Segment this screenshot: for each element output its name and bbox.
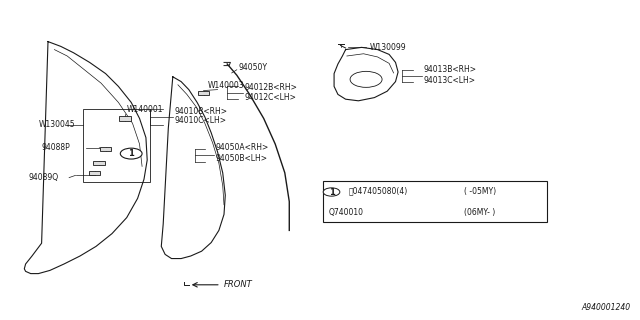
Circle shape bbox=[120, 148, 142, 159]
Circle shape bbox=[323, 188, 340, 196]
Bar bbox=[198, 91, 209, 95]
Text: Q740010: Q740010 bbox=[328, 207, 364, 217]
Text: 94013C<LH>: 94013C<LH> bbox=[424, 76, 476, 85]
Text: 94010C<LH>: 94010C<LH> bbox=[174, 116, 226, 125]
Text: 94050B<LH>: 94050B<LH> bbox=[216, 154, 268, 163]
Text: 94012C<LH>: 94012C<LH> bbox=[244, 93, 296, 102]
Text: W140003: W140003 bbox=[208, 81, 244, 90]
Text: W130099: W130099 bbox=[369, 43, 406, 52]
Text: W140001: W140001 bbox=[127, 105, 163, 114]
Bar bbox=[83, 109, 150, 182]
Bar bbox=[93, 161, 105, 165]
Bar bbox=[119, 116, 131, 121]
Text: 94050Y: 94050Y bbox=[238, 63, 267, 72]
Polygon shape bbox=[161, 77, 225, 259]
Text: 94050A<RH>: 94050A<RH> bbox=[216, 143, 269, 152]
Text: W130045: W130045 bbox=[38, 120, 75, 129]
Text: 94013B<RH>: 94013B<RH> bbox=[424, 65, 477, 74]
Text: 1: 1 bbox=[328, 188, 335, 196]
Text: ( -05MY): ( -05MY) bbox=[464, 187, 496, 196]
Bar bbox=[89, 171, 100, 175]
Text: 1: 1 bbox=[128, 149, 134, 158]
Text: 94089Q: 94089Q bbox=[29, 173, 59, 182]
Bar bbox=[323, 181, 547, 222]
Text: (06MY- ): (06MY- ) bbox=[464, 207, 495, 217]
Circle shape bbox=[350, 71, 382, 87]
Polygon shape bbox=[334, 47, 398, 101]
Text: 94088P: 94088P bbox=[42, 143, 70, 152]
Text: A940001240: A940001240 bbox=[581, 303, 630, 312]
Text: 94012B<RH>: 94012B<RH> bbox=[244, 83, 298, 92]
Text: Ⓢ047405080(4): Ⓢ047405080(4) bbox=[349, 187, 408, 196]
Polygon shape bbox=[24, 42, 147, 274]
Text: FRONT: FRONT bbox=[224, 280, 253, 289]
Text: 94010B<RH>: 94010B<RH> bbox=[174, 107, 227, 116]
Bar bbox=[100, 147, 111, 151]
